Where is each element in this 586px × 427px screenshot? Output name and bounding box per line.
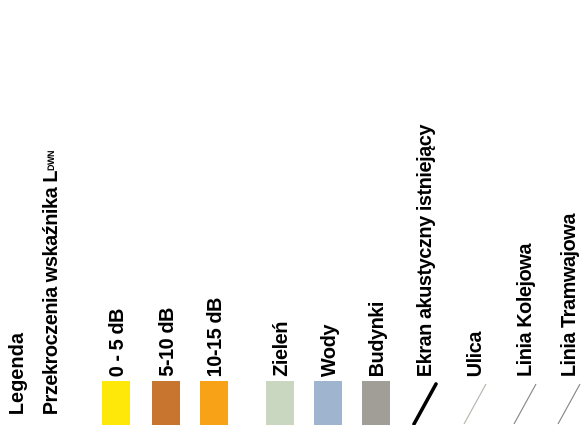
legend-item-label: Ekran akustyczny istniejący [414,124,436,377]
legend-item-label: Linia Kolejowa [514,243,536,377]
swatch-0-5db [102,381,130,425]
legend-item-linia-tramwajowa: Linia Tramwajowa [552,0,586,427]
legend-item-label: Ulica [464,331,486,377]
exceedance-title-text: Przekroczenia wskaźnika L [40,170,62,415]
legend-heading: Legenda [6,332,28,415]
exceedance-title: Przekroczenia wskaźnika LDWN [38,151,64,415]
legend-item-label: Wody [318,324,340,377]
legend-item-zielen: Zieleń [264,0,298,427]
swatch-zielen [266,381,294,425]
legend-item-label: 5-10 dB [156,308,178,377]
street-line-icon [463,383,487,425]
legend-item-label: Zieleń [270,322,292,377]
legend-item-0-5db: 0 - 5 dB [100,0,134,427]
tram-line-icon [557,383,581,425]
legend-heading-column: Legenda [0,0,34,427]
legend-item-ulica: Ulica [458,0,492,427]
legend-item-label: Linia Tramwajowa [558,213,580,377]
legend-item-wody: Wody [312,0,346,427]
swatch-budynki [362,381,390,425]
legend-item-5-10db: 5-10 dB [150,0,184,427]
swatch-10-15db [200,381,228,425]
swatch-wody [314,381,342,425]
swatch-5-10db [152,381,180,425]
legend-item-ekran: Ekran akustyczny istniejący [408,0,442,427]
legend-item-label: 0 - 5 dB [106,308,128,377]
exceedance-title-column: Przekroczenia wskaźnika LDWN [34,0,68,427]
legend-item-10-15db: 10-15 dB [198,0,232,427]
noise-barrier-line-icon [412,382,438,425]
exceedance-title-subscript: DWN [46,150,56,171]
legend-item-label: 10-15 dB [204,297,226,377]
legend-item-budynki: Budynki [360,0,394,427]
legend-item-label: Budynki [366,301,388,377]
railway-line-icon [513,383,537,425]
legend-item-linia-kolejowa: Linia Kolejowa [508,0,542,427]
